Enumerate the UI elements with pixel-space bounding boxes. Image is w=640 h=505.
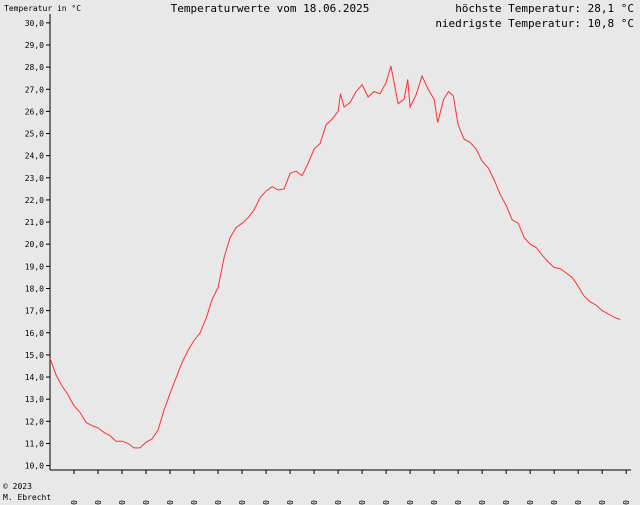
y-tick-label: 30,0	[25, 19, 44, 28]
y-tick-label: 24,0	[25, 152, 44, 161]
y-tick-label: 12,0	[25, 417, 44, 426]
x-tick-label: 11:00	[310, 500, 319, 505]
x-tick-label: 09:00	[262, 500, 271, 505]
x-tick-label: 04:00	[142, 500, 151, 505]
x-tick-label: 21:00	[550, 500, 559, 505]
annotation: höchste Temperatur: 28,1 °C	[455, 2, 634, 15]
x-tick-label: 12:00	[334, 500, 343, 505]
annotation: niedrigste Temperatur: 10,8 °C	[435, 17, 634, 30]
y-tick-label: 18,0	[25, 284, 44, 293]
y-tick-label: 26,0	[25, 107, 44, 116]
y-tick-label: 16,0	[25, 329, 44, 338]
chart-title: Temperaturwerte vom 18.06.2025	[171, 2, 370, 15]
x-tick-label: 01:00	[70, 500, 79, 505]
x-tick-label: 24:00	[622, 500, 631, 505]
x-tick-label: 06:00	[190, 500, 199, 505]
x-tick-label: 03:00	[118, 500, 127, 505]
x-tick-label: 23:00	[598, 500, 607, 505]
x-tick-label: 05:00	[166, 500, 175, 505]
x-tick-label: 20:00	[526, 500, 535, 505]
x-tick-label: 19:00	[502, 500, 511, 505]
x-tick-label: 16:00	[430, 500, 439, 505]
x-tick-label: 08:00	[238, 500, 247, 505]
x-tick-label: 15:00	[406, 500, 415, 505]
x-tick-label: 02:00	[94, 500, 103, 505]
y-tick-label: 19,0	[25, 262, 44, 271]
x-tick-label: 22:00	[574, 500, 583, 505]
x-tick-label: 17:00	[454, 500, 463, 505]
y-tick-label: 14,0	[25, 373, 44, 382]
y-tick-label: 20,0	[25, 240, 44, 249]
y-tick-label: 23,0	[25, 174, 44, 183]
y-tick-label: 10,0	[25, 462, 44, 471]
footer: © 2023	[3, 482, 32, 491]
y-tick-label: 21,0	[25, 218, 44, 227]
y-axis-label: Temperatur in °C	[4, 4, 81, 13]
x-tick-label: 13:00	[358, 500, 367, 505]
x-tick-label: 07:00	[214, 500, 223, 505]
y-tick-label: 13,0	[25, 395, 44, 404]
x-tick-label: 10:00	[286, 500, 295, 505]
y-tick-label: 17,0	[25, 307, 44, 316]
temperature-line	[49, 65, 621, 449]
footer: M. Ebrecht	[3, 493, 51, 502]
y-tick-label: 28,0	[25, 63, 44, 72]
y-tick-label: 27,0	[25, 85, 44, 94]
y-tick-label: 22,0	[25, 196, 44, 205]
x-tick-label: 14:00	[382, 500, 391, 505]
y-tick-label: 11,0	[25, 439, 44, 448]
y-tick-label: 15,0	[25, 351, 44, 360]
y-tick-label: 29,0	[25, 41, 44, 50]
x-tick-label: 18:00	[478, 500, 487, 505]
y-tick-label: 25,0	[25, 130, 44, 139]
